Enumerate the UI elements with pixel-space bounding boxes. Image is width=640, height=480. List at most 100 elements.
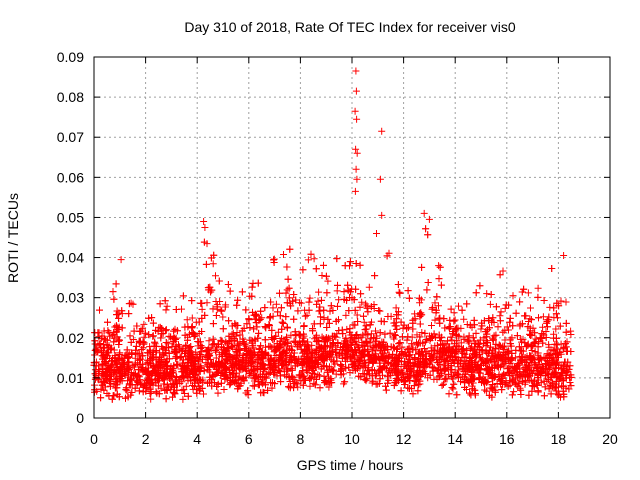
data-point <box>364 364 372 372</box>
data-point <box>381 330 389 338</box>
data-point <box>540 353 548 361</box>
data-point <box>345 307 353 315</box>
data-point <box>307 250 315 258</box>
data-point <box>219 313 227 321</box>
data-point <box>416 312 424 320</box>
data-point <box>492 303 500 311</box>
data-point <box>156 300 164 308</box>
data-point <box>212 298 220 305</box>
data-point <box>450 309 458 317</box>
data-point <box>318 296 325 304</box>
data-point <box>204 379 211 387</box>
data-point <box>483 290 491 298</box>
data-point <box>261 323 269 330</box>
data-point <box>293 380 301 388</box>
data-point <box>107 376 115 384</box>
data-point <box>484 326 492 334</box>
data-point <box>147 388 155 396</box>
data-point <box>370 301 378 309</box>
data-point <box>331 332 338 340</box>
data-point <box>446 316 454 324</box>
data-point <box>130 363 138 371</box>
data-point <box>404 287 412 295</box>
data-point <box>138 346 146 353</box>
data-point <box>115 393 123 401</box>
data-point <box>477 357 485 365</box>
grid-lines <box>94 57 610 418</box>
data-point <box>418 329 426 336</box>
data-point <box>180 373 188 381</box>
data-point <box>96 306 103 314</box>
data-point <box>396 289 404 297</box>
data-point <box>348 347 356 355</box>
data-point <box>259 388 267 396</box>
data-point <box>229 329 237 337</box>
data-point <box>272 300 280 308</box>
data-point <box>534 388 542 396</box>
data-point <box>243 320 251 328</box>
data-point <box>438 381 446 389</box>
data-point <box>300 323 308 330</box>
data-point <box>91 346 99 354</box>
data-point <box>549 354 557 362</box>
data-point <box>131 360 139 368</box>
data-point <box>502 379 510 387</box>
data-point <box>365 283 373 291</box>
data-point <box>429 354 437 362</box>
data-point <box>94 329 102 337</box>
data-point <box>259 355 267 363</box>
data-point <box>558 369 566 377</box>
data-point <box>110 334 118 342</box>
data-point <box>356 347 364 355</box>
data-point <box>406 351 414 359</box>
data-point <box>311 358 319 366</box>
data-point <box>394 377 402 385</box>
data-point <box>464 336 472 344</box>
data-point <box>510 388 518 396</box>
data-point <box>562 343 570 351</box>
data-point <box>530 378 538 386</box>
data-point <box>444 364 452 372</box>
data-point <box>307 373 315 381</box>
data-point <box>153 389 161 397</box>
data-point <box>411 315 419 323</box>
data-point <box>356 303 364 311</box>
data-point <box>482 358 489 365</box>
data-point <box>476 346 484 354</box>
data-point <box>385 376 393 384</box>
data-point <box>350 335 358 343</box>
data-point <box>149 319 157 327</box>
data-point <box>324 277 332 285</box>
data-point <box>329 367 336 375</box>
data-point <box>117 370 125 378</box>
data-point <box>333 353 341 361</box>
data-point <box>406 345 414 353</box>
data-point <box>279 319 287 327</box>
data-point <box>367 335 375 343</box>
data-point <box>528 382 536 390</box>
data-point <box>513 332 521 340</box>
data-point <box>457 378 464 386</box>
data-point <box>534 343 542 351</box>
data-point <box>483 339 491 347</box>
data-point <box>104 318 111 326</box>
data-point <box>534 349 542 357</box>
data-point <box>279 348 287 356</box>
data-point <box>249 342 257 350</box>
data-point <box>376 307 384 315</box>
data-point <box>310 320 318 328</box>
data-point <box>220 386 228 393</box>
data-point <box>440 315 448 323</box>
data-point <box>163 302 171 310</box>
data-point <box>376 375 384 383</box>
data-point <box>108 395 116 403</box>
data-point <box>342 364 350 372</box>
data-point <box>519 347 527 355</box>
data-point <box>323 324 331 331</box>
data-point <box>113 323 121 331</box>
data-point <box>244 391 252 399</box>
data-point <box>376 329 384 337</box>
data-point <box>185 355 192 363</box>
data-point <box>306 363 314 371</box>
